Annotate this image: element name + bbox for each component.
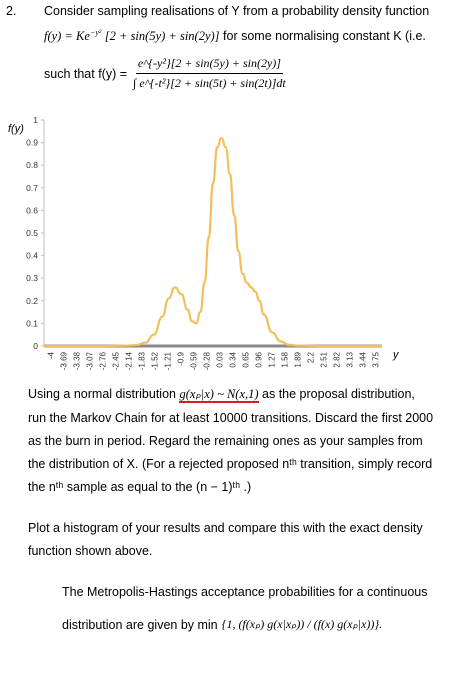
paragraph1-line5: the nᵗʰ sample as equal to the (n − 1)ᵗʰ… (28, 480, 252, 494)
y-axis-label: f(y) (8, 123, 24, 135)
x-tick-label: -3.69 (60, 351, 69, 370)
question-line-1: Consider sampling realisations of Y from… (44, 4, 430, 18)
x-tick-label: 1.58 (281, 351, 290, 367)
x-tick-label: -2.45 (112, 351, 121, 370)
paragraph1-line2: run the Markov Chain for at least 10000 … (28, 411, 434, 425)
x-tick-label: 0.34 (229, 351, 238, 367)
x-tick-label: -4 (47, 351, 56, 359)
y-tick-labels: 0 0.1 0.2 0.3 0.4 0.5 0.6 0.7 0.8 0.9 1 (26, 115, 38, 351)
paragraph2-line1: Plot a histogram of your results and com… (28, 521, 423, 535)
x-tick-label: 0.65 (242, 351, 251, 367)
x-tick-label: -1.52 (151, 351, 160, 370)
x-tick-label: 0.03 (216, 351, 225, 367)
paragraph3-line2: distribution are given by min (62, 617, 218, 632)
acceptance-formula: {1, (f(xₚ) g(x|xₚ)) / (f(x) g(xₚ|x))}. (221, 617, 383, 631)
x-tick-label: 2.51 (320, 351, 329, 367)
fraction-numerator: e^{-y²}[2 + sin(5y) + sin(2y)] (135, 56, 283, 74)
y-tick-label: 0.8 (26, 160, 38, 170)
y-tick-label: 0.2 (26, 296, 38, 306)
formula-rhs: [2 + sin(5y) + sin(2y)] (104, 29, 220, 44)
x-tick-labels: -4 -3.69 -3.38 -3.07 -2.76 -2.45 -2.14 -1.83 -1.… (47, 351, 381, 370)
x-tick-label: 2.2 (307, 351, 316, 363)
formula-exponent: −y² (89, 28, 102, 37)
x-tick-label: 3.13 (346, 351, 355, 367)
x-tick-label: -3.38 (73, 351, 82, 370)
x-tick-label: -0.28 (203, 351, 212, 370)
x-tick-label: -0.9 (177, 351, 186, 365)
normalised-fraction: e^{-y²}[2 + sin(5y) + sin(2y)] ∫ e^{-t²}… (133, 56, 286, 91)
x-tick-label: 1.89 (294, 351, 303, 367)
x-tick-label: -2.76 (99, 351, 108, 370)
such-that-formula: such that f(y) = e^{-y²}[2 + sin(5y) + s… (44, 56, 286, 91)
question-number: 2. (6, 4, 17, 18)
y-tick-label: 0 (33, 341, 38, 351)
x-tick-label: 0.96 (255, 351, 264, 367)
x-tick-label: -2.14 (125, 351, 134, 370)
density-curve (43, 136, 382, 348)
y-tick-label: 0.7 (26, 183, 38, 193)
such-that-label: such that f(y) = (44, 66, 128, 81)
density-formula: f(y) = Ke−y² [2 + sin(5y) + sin(2y)] for… (44, 28, 426, 44)
y-tick-label: 0.3 (26, 273, 38, 283)
chart-axes (41, 119, 382, 348)
x-tick-label: -3.07 (86, 351, 95, 370)
paragraph3-line1: The Metropolis-Hastings acceptance proba… (62, 585, 428, 599)
y-tick-label: 0.5 (26, 228, 38, 238)
paragraph1-line4: the distribution of X. (For a rejected p… (28, 457, 433, 471)
y-tick-label: 0.9 (26, 138, 38, 148)
x-tick-label: 3.75 (372, 351, 381, 367)
proposal-distribution: g(xₚ|x) ~ N(x,1) (179, 387, 259, 403)
paragraph1-line3: as the burn in period. Regard the remain… (28, 434, 423, 448)
acceptance-formula-line: distribution are given by min {1, (f(xₚ)… (62, 617, 382, 632)
x-tick-label: 2.82 (333, 351, 342, 367)
x-tick-label: 1.27 (268, 351, 277, 367)
x-tick-label: -0.59 (190, 351, 199, 370)
paragraph2-line2: function shown above. (28, 544, 153, 558)
x-axis-label: y (392, 349, 400, 361)
y-tick-label: 0.6 (26, 205, 38, 215)
formula-tail-text: for some normalising constant K (i.e. (223, 29, 426, 44)
x-tick-label: -1.21 (164, 351, 173, 370)
proposal-line: Using a normal distribution g(xₚ|x) ~ N(… (28, 386, 415, 403)
formula-lhs: f(y) = Ke (44, 29, 90, 44)
proposal-tail: as the proposal distribution, (262, 387, 415, 401)
y-tick-label: 1 (33, 115, 38, 125)
y-tick-label: 0.4 (26, 251, 38, 261)
x-tick-label: 3.44 (359, 351, 368, 367)
density-chart: 0 0.1 0.2 0.3 0.4 0.5 0.6 0.7 0.8 0.9 1 -4 -3.69 -3.… (8, 115, 400, 370)
x-tick-label: -1.83 (138, 351, 147, 370)
proposal-intro: Using a normal distribution (28, 387, 176, 401)
y-tick-label: 0.1 (26, 318, 38, 328)
fraction-denominator: ∫ e^{-t²}[2 + sin(5t) + sin(2t)]dt (133, 76, 286, 90)
